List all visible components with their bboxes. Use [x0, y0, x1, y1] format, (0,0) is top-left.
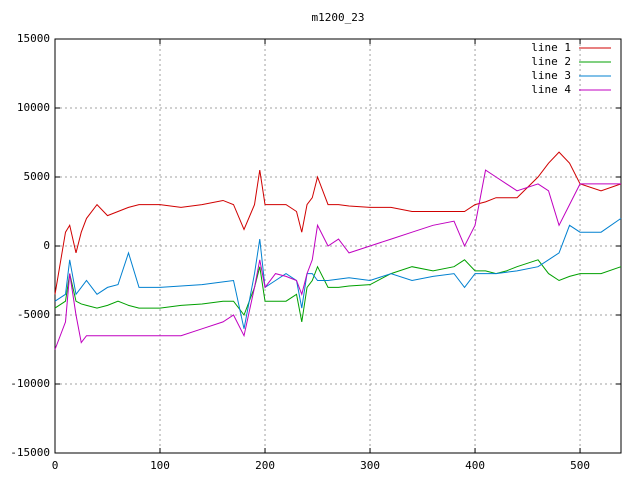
chart-title: m1200_23	[312, 11, 365, 24]
series-line	[54, 151, 622, 295]
y-tick-label: -5000	[17, 308, 50, 321]
y-tick-label: 5000	[24, 170, 51, 183]
x-tick-label: 200	[255, 459, 275, 472]
legend-label: line 3	[531, 69, 571, 82]
x-tick-label: 0	[52, 459, 59, 472]
y-tick-label: 10000	[17, 101, 50, 114]
y-tick-label: 0	[43, 239, 50, 252]
legend-label: line 4	[531, 83, 571, 96]
x-tick-label: 300	[360, 459, 380, 472]
x-tick-label: 500	[570, 459, 590, 472]
legend-label: line 1	[531, 41, 571, 54]
plot-frame	[54, 38, 622, 454]
series-line	[54, 217, 622, 329]
y-tick-label: 15000	[17, 32, 50, 45]
legend-label: line 2	[531, 55, 571, 68]
y-tick-label: -10000	[10, 377, 50, 390]
y-tick-label: -15000	[10, 446, 50, 459]
series-line	[54, 259, 622, 322]
x-tick-label: 100	[150, 459, 170, 472]
x-tick-label: 400	[465, 459, 485, 472]
series-line	[54, 169, 621, 350]
